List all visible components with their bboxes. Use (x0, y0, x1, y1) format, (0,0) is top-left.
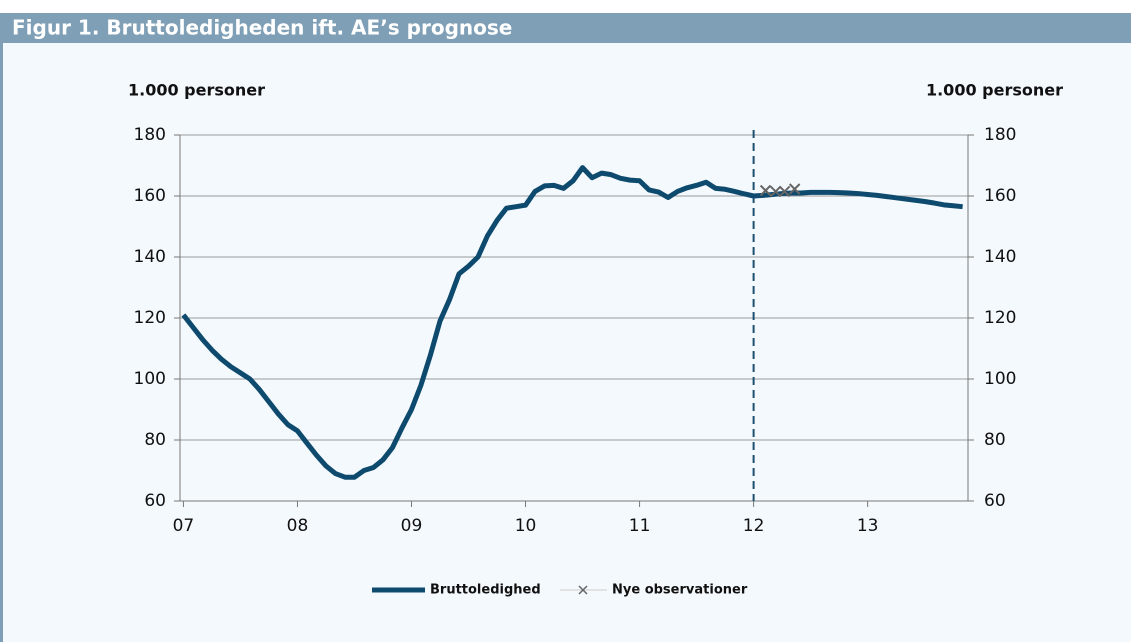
marker (769, 185, 782, 198)
y-tick-label: 60 (144, 491, 166, 511)
x-tick-label: 12 (743, 516, 765, 536)
top-strip (0, 0, 1131, 13)
x-tick-label: 10 (515, 516, 537, 536)
series-line (181, 165, 963, 480)
y-tick-label: 100 (134, 369, 166, 389)
y-tick-label: 80 (144, 430, 166, 450)
legend-label: Bruttoledighed (430, 583, 541, 598)
header-bar (0, 13, 1131, 43)
y2-tick-label: 80 (984, 430, 1006, 450)
y2-tick-label: 160 (984, 186, 1016, 206)
y2-tick-label: 60 (984, 491, 1006, 511)
y2-tick-label: 100 (984, 369, 1016, 389)
y-axis-label: 1.000 personer (128, 81, 265, 100)
x-tick-label: 07 (173, 516, 195, 536)
y2-tick-label: 180 (984, 125, 1016, 145)
marker (788, 183, 801, 195)
y2-tick-label: 120 (984, 308, 1016, 328)
left-border (0, 43, 3, 642)
y-tick-label: 160 (134, 186, 166, 206)
x-tick-label: 13 (857, 516, 879, 536)
marker (778, 185, 791, 198)
x-tick-label: 11 (629, 516, 651, 536)
chart-title: Figur 1. Bruttoledigheden ift. AE’s prog… (12, 16, 512, 40)
y2-axis-label: 1.000 personer (926, 81, 1063, 100)
y-tick-label: 180 (134, 125, 166, 145)
marker (759, 184, 772, 197)
x-tick-label: 09 (401, 516, 423, 536)
y2-tick-label: 140 (984, 247, 1016, 267)
legend-swatch (578, 585, 588, 595)
x-tick-label: 08 (287, 516, 309, 536)
legend-label: Nye observationer (612, 583, 748, 598)
y-tick-label: 120 (134, 308, 166, 328)
y-tick-label: 140 (134, 247, 166, 267)
